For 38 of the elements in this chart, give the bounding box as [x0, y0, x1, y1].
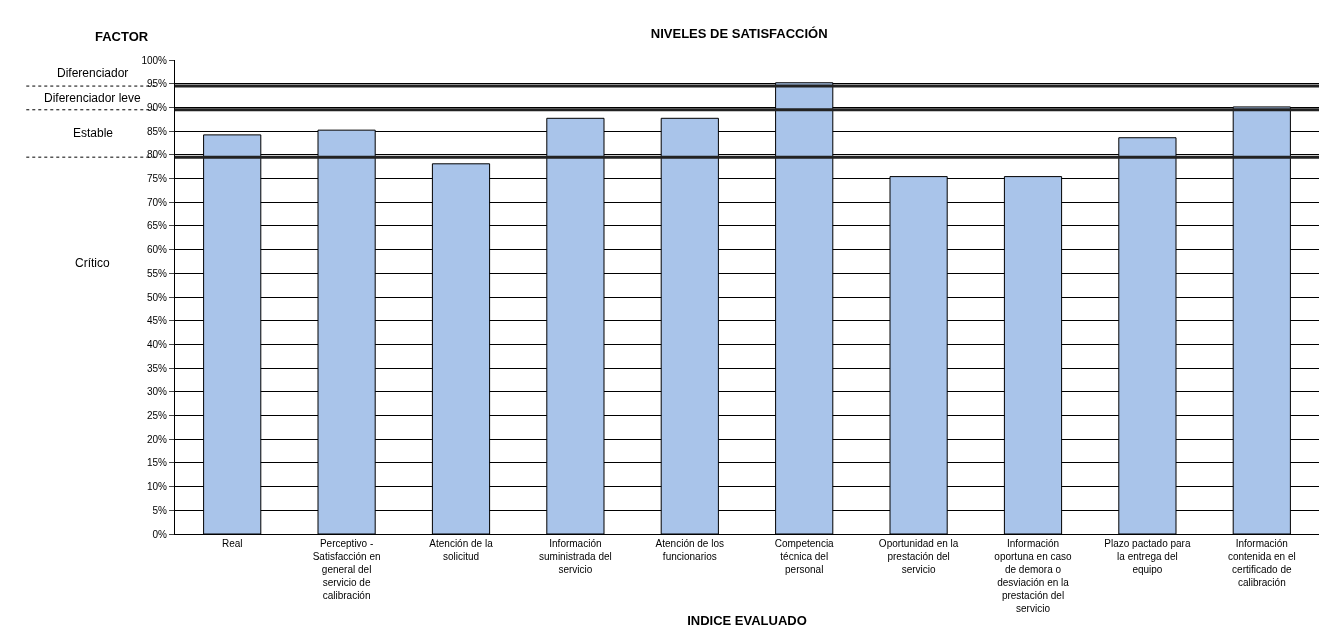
y-tick-label: 85%	[146, 125, 168, 137]
y-tick-label: 30%	[146, 386, 168, 398]
x-axis-title: INDICE EVALUADO	[687, 612, 807, 628]
y-tick-label: 100%	[141, 54, 168, 66]
x-tick-label: Competencia técnica del personal	[774, 538, 835, 575]
y-tick-label: 80%	[146, 149, 168, 161]
x-tick-label: Atención de la solicitud	[429, 538, 494, 562]
y-tick-label: 60%	[146, 244, 168, 256]
y-tick-label: 40%	[146, 338, 168, 350]
text: Crítico	[75, 256, 110, 270]
y-tick-label: 55%	[146, 267, 168, 279]
x-tick-label: Información contenida en el certificado de calibración	[1227, 538, 1296, 588]
x-tick-label: Oportunidad en la prestación del servicio	[878, 538, 959, 575]
y-tick-label: 25%	[146, 410, 168, 421]
y-tick-label: 50%	[146, 291, 168, 303]
y-tick-label: 0%	[152, 528, 168, 540]
y-tick-label: 10%	[146, 481, 168, 493]
y-tick-label: 70%	[146, 196, 168, 208]
x-tick-label: Perceptivo - Satisfacción en general del servicio de calibración	[312, 538, 381, 601]
text: Estable	[73, 126, 114, 140]
y-tick-label: 90%	[146, 101, 168, 113]
text: FACTOR	[95, 29, 149, 44]
y-tick-label: 15%	[146, 457, 168, 469]
text: Diferenciador	[57, 66, 129, 80]
x-tick-label: Información oportuna en caso de demora o desviación en la prestación del servicio	[994, 538, 1073, 614]
x-tick-label: Información suministrada del servicio	[538, 538, 612, 575]
x-tick-label: Atención de los funcionarios	[655, 538, 724, 562]
y-tick-label: 65%	[146, 220, 168, 232]
chart-title: NIVELES DE SATISFACCIÓN	[650, 25, 828, 41]
y-tick-label: 35%	[146, 362, 168, 374]
y-tick-label: 95%	[146, 78, 168, 90]
x-tick-label: Real	[221, 538, 243, 549]
y-tick-label: 20%	[146, 433, 168, 445]
y-tick-label: 75%	[146, 173, 168, 184]
x-tick-label: Plazo pactado para la entrega del equipo	[1104, 538, 1191, 575]
y-tick-label: 5%	[152, 504, 168, 516]
text: Diferenciador leve	[44, 91, 142, 105]
y-tick-label: 45%	[146, 315, 168, 327]
